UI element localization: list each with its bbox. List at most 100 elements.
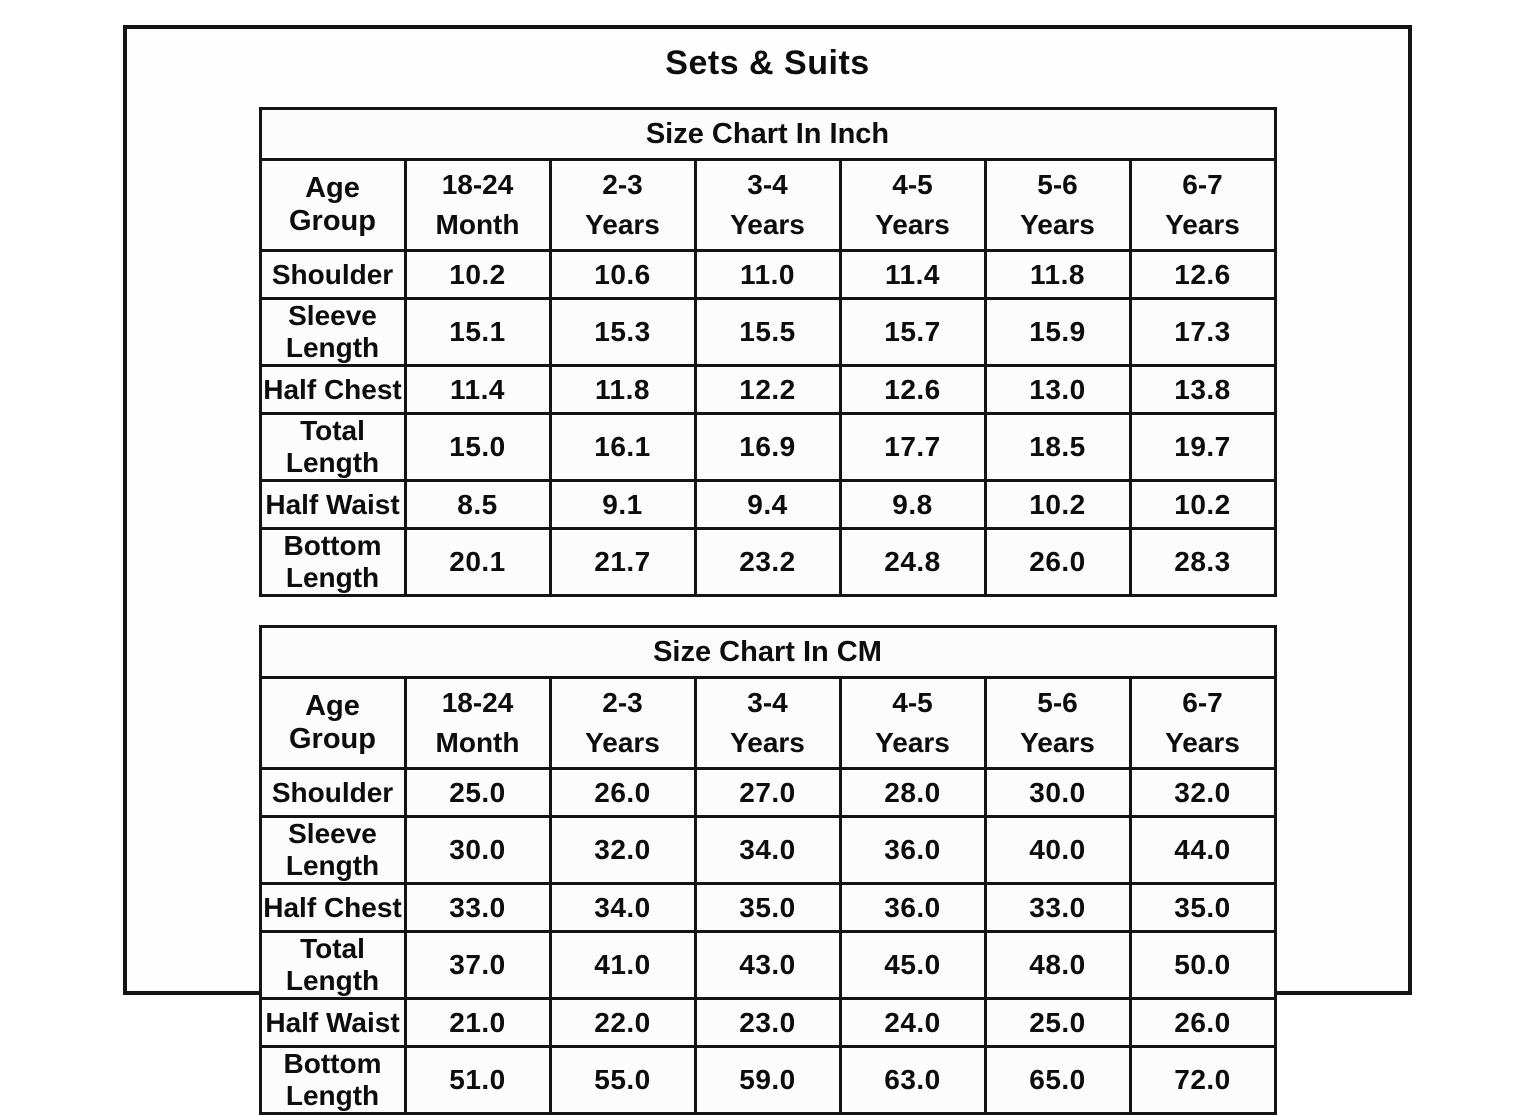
measurement-value: 28.3 [1128,527,1277,597]
outer-frame: Sets & Suits Size Chart In Inch Age Group… [123,25,1412,1115]
column-header: 3-4 Years [693,158,842,252]
row-label: Sleeve Length [258,815,407,885]
size-chart-table-cm: Size Chart In CM Age Group 18-24 Month 2-3 … [258,625,1277,1115]
measurement-value: 26.0 [548,767,697,818]
measurement-value: 26.0 [983,527,1132,597]
row-label: Total Length [258,930,407,1000]
table-row: Total Length 37.0 41.0 43.0 45.0 48.0 50.0 [258,930,1277,1000]
measurement-value: 44.0 [1128,815,1277,885]
row-label: Bottom Length [258,527,407,597]
measurement-value: 15.5 [693,297,842,367]
measurement-value: 36.0 [838,815,987,885]
table-row: Half Chest 33.0 34.0 35.0 36.0 33.0 35.0 [258,882,1277,933]
measurement-value: 17.7 [838,412,987,482]
measurement-value: 10.6 [548,249,697,300]
measurement-value: 17.3 [1128,297,1277,367]
column-header: 5-6 Years [983,676,1132,770]
measurement-value: 18.5 [983,412,1132,482]
measurement-value: 51.0 [403,1045,552,1115]
measurement-value: 15.9 [983,297,1132,367]
measurement-value: 33.0 [983,882,1132,933]
measurement-value: 34.0 [548,882,697,933]
measurement-value: 32.0 [1128,767,1277,818]
measurement-value: 27.0 [693,767,842,818]
measurement-value: 24.0 [838,997,987,1048]
row-label: Half Chest [258,882,407,933]
measurement-value: 65.0 [983,1045,1132,1115]
column-header: 2-3 Years [548,676,697,770]
measurement-value: 10.2 [403,249,552,300]
size-chart-table-inch: Size Chart In Inch Age Group 18-24 Month 2-… [258,107,1277,597]
row-label: Shoulder [258,767,407,818]
measurement-value: 37.0 [403,930,552,1000]
table-caption: Size Chart In CM [258,625,1277,679]
measurement-value: 26.0 [1128,997,1277,1048]
measurement-value: 25.0 [403,767,552,818]
table-caption: Size Chart In Inch [258,107,1277,161]
measurement-value: 11.0 [693,249,842,300]
measurement-value: 35.0 [693,882,842,933]
measurement-value: 59.0 [693,1045,842,1115]
measurement-value: 9.1 [548,479,697,530]
measurement-value: 34.0 [693,815,842,885]
row-label: Sleeve Length [258,297,407,367]
column-header: 18-24 Month [403,676,552,770]
measurement-value: 11.4 [403,364,552,415]
measurement-value: 48.0 [983,930,1132,1000]
measurement-value: 10.2 [983,479,1132,530]
measurement-value: 24.8 [838,527,987,597]
row-label: Shoulder [258,249,407,300]
column-header: 5-6 Years [983,158,1132,252]
measurement-value: 45.0 [838,930,987,1000]
row-label: Bottom Length [258,1045,407,1115]
measurement-value: 63.0 [838,1045,987,1115]
measurement-value: 30.0 [983,767,1132,818]
measurement-value: 21.0 [403,997,552,1048]
row-label: Half Waist [258,997,407,1048]
measurement-value: 9.8 [838,479,987,530]
measurement-value: 36.0 [838,882,987,933]
column-header: 6-7 Years [1128,158,1277,252]
measurement-value: 12.2 [693,364,842,415]
row-label: Half Chest [258,364,407,415]
table-row: Sleeve Length 15.1 15.3 15.5 15.7 15.9 17.3 [258,297,1277,367]
measurement-value: 30.0 [403,815,552,885]
measurement-value: 43.0 [693,930,842,1000]
measurement-value: 23.2 [693,527,842,597]
column-header: 18-24 Month [403,158,552,252]
measurement-value: 12.6 [838,364,987,415]
measurement-value: 11.8 [983,249,1132,300]
table-row: Half Chest 11.4 11.8 12.2 12.6 13.0 13.8 [258,364,1277,415]
measurement-value: 11.4 [838,249,987,300]
page-title: Sets & Suits [665,44,870,82]
column-header: 3-4 Years [693,676,842,770]
table-row: Half Waist 21.0 22.0 23.0 24.0 25.0 26.0 [258,997,1277,1048]
measurement-value: 16.9 [693,412,842,482]
measurement-value: 35.0 [1128,882,1277,933]
table-row: Half Waist 8.5 9.1 9.4 9.8 10.2 10.2 [258,479,1277,530]
measurement-value: 13.0 [983,364,1132,415]
measurement-value: 20.1 [403,527,552,597]
measurement-value: 50.0 [1128,930,1277,1000]
column-header: 4-5 Years [838,676,987,770]
measurement-value: 55.0 [548,1045,697,1115]
table-row: Shoulder 25.0 26.0 27.0 28.0 30.0 32.0 [258,767,1277,818]
measurement-value: 23.0 [693,997,842,1048]
measurement-value: 19.7 [1128,412,1277,482]
measurement-value: 12.6 [1128,249,1277,300]
measurement-value: 16.1 [548,412,697,482]
measurement-value: 22.0 [548,997,697,1048]
table-row: Shoulder 10.2 10.6 11.0 11.4 11.8 12.6 [258,249,1277,300]
table-row: Total Length 15.0 16.1 16.9 17.7 18.5 19.7 [258,412,1277,482]
age-group-header: Age Group [258,676,407,770]
measurement-value: 15.3 [548,297,697,367]
measurement-value: 25.0 [983,997,1132,1048]
row-label: Total Length [258,412,407,482]
measurement-value: 10.2 [1128,479,1277,530]
age-group-header: Age Group [258,158,407,252]
measurement-value: 41.0 [548,930,697,1000]
measurement-value: 15.7 [838,297,987,367]
measurement-value: 8.5 [403,479,552,530]
column-header: 4-5 Years [838,158,987,252]
measurement-value: 9.4 [693,479,842,530]
